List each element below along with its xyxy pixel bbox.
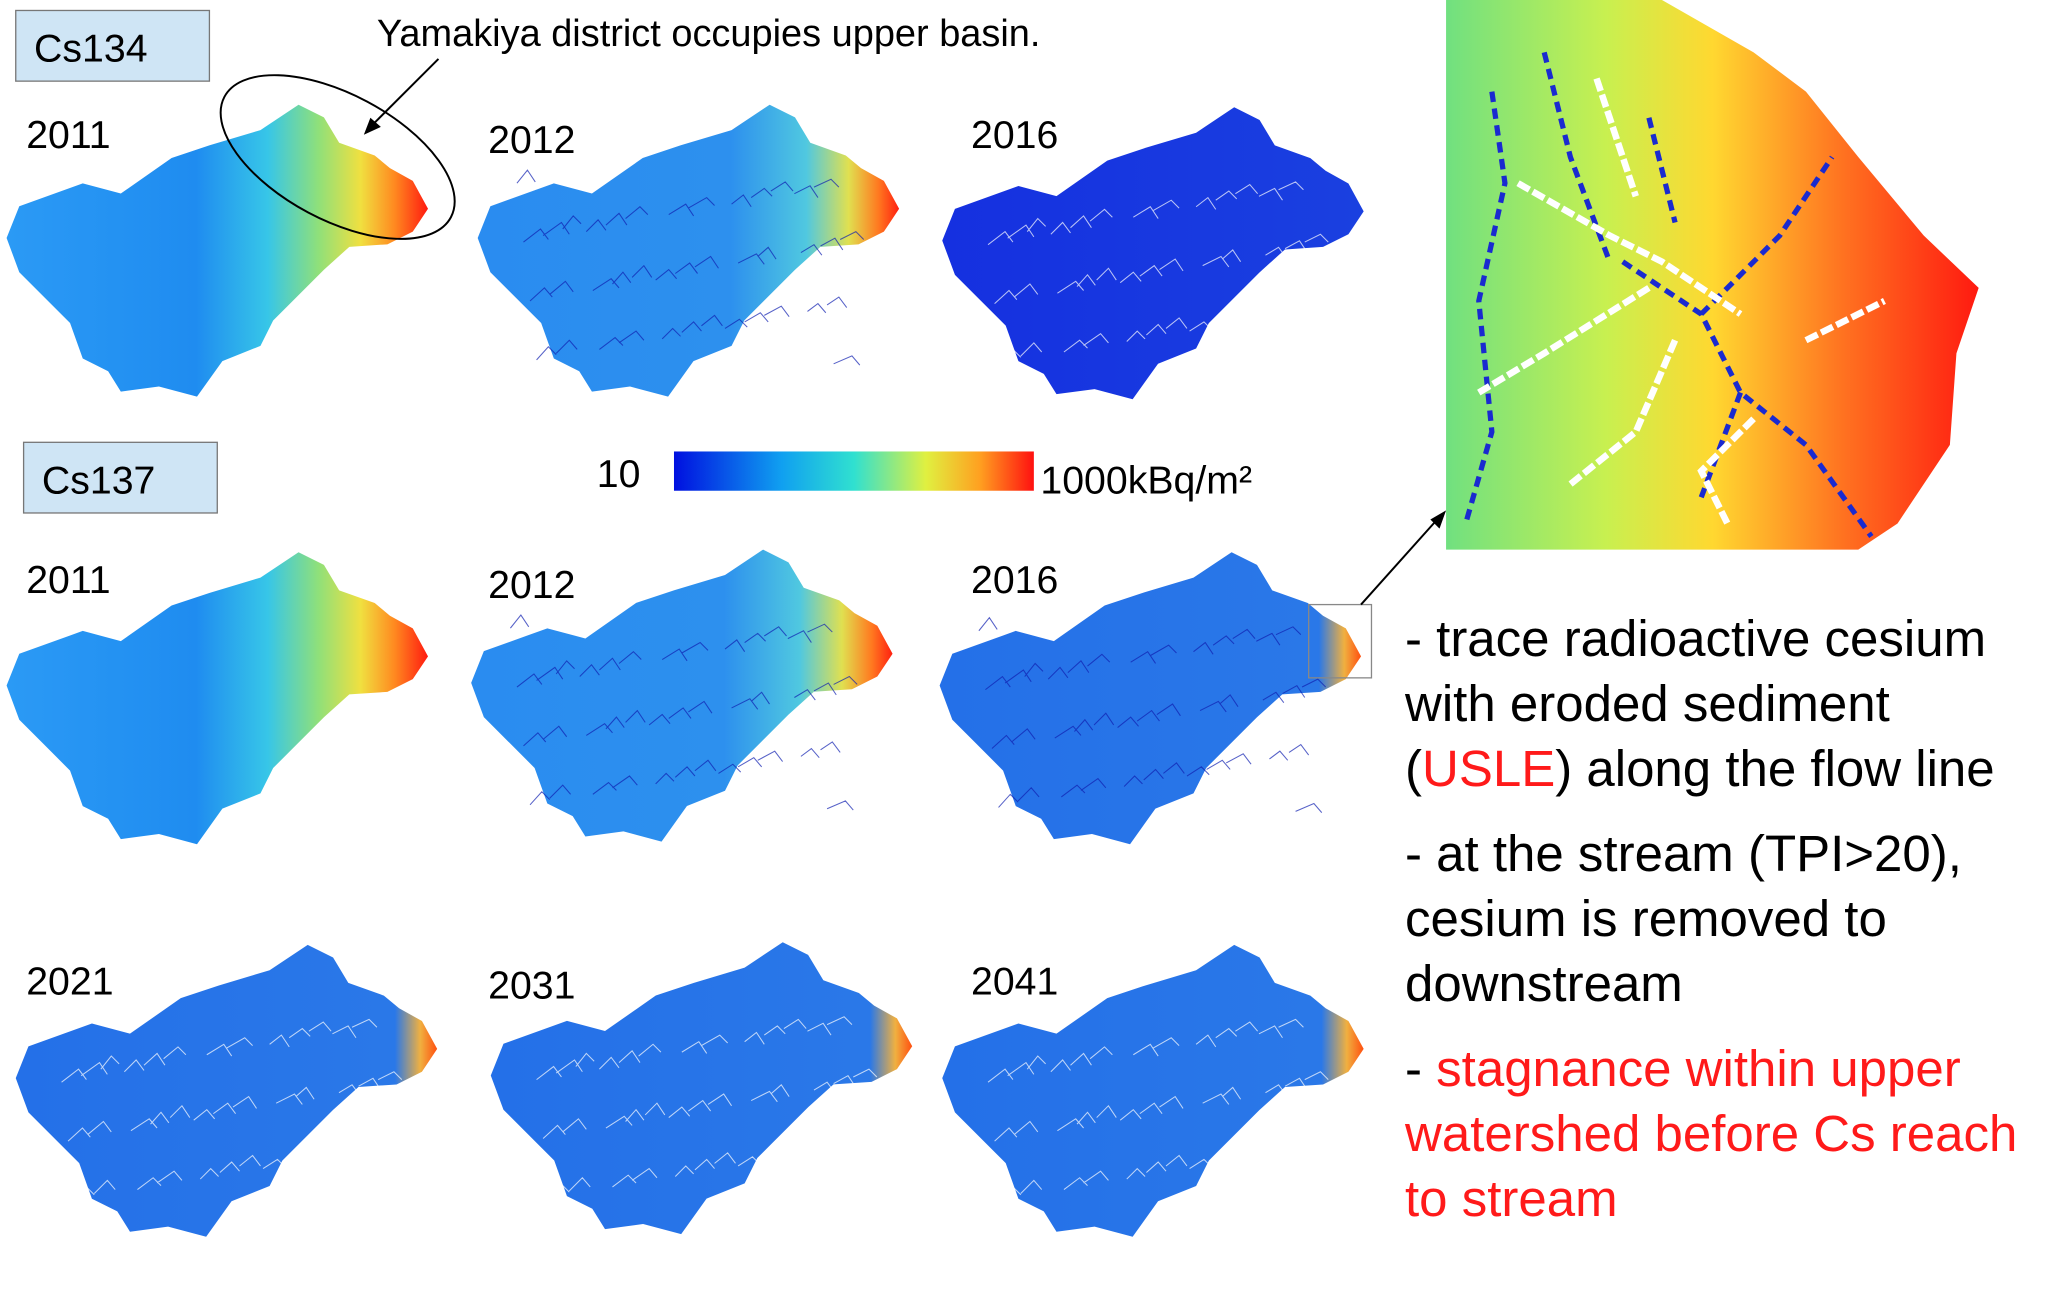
- year-label: 2016: [971, 558, 1058, 602]
- year-label: 2011: [26, 113, 110, 157]
- year-label: 2012: [488, 563, 575, 607]
- year-label: 2012: [488, 118, 575, 162]
- year-label: 2011: [26, 558, 110, 602]
- bullet: - trace radioactive cesium with eroded s…: [1405, 606, 2045, 801]
- bullet: - stagnance within upper watershed befor…: [1405, 1036, 2045, 1231]
- bullet-text: stagnance within upper watershed before …: [1405, 1040, 2017, 1227]
- zoom-arrow: [1361, 517, 1440, 605]
- page: Cs134 Cs137 Yamakiya district occupies u…: [0, 0, 2052, 1306]
- year-label: 2031: [488, 963, 575, 1007]
- annotation-arrow: [366, 59, 438, 131]
- bullet-text: ) along the flow line: [1555, 740, 1994, 797]
- cs134-label: Cs134: [34, 27, 147, 71]
- bullet-text: -: [1405, 1040, 1436, 1097]
- zoom-inset: [1446, 0, 1979, 550]
- cs137-label: Cs137: [42, 458, 155, 502]
- annotation: Yamakiya district occupies upper basin.: [377, 13, 1041, 55]
- year-label: 2021: [26, 960, 113, 1004]
- year-label: 2041: [971, 960, 1058, 1004]
- maps: 2011 2012 2016 2011 2012 2016 2021 2031 2041: [7, 105, 1364, 1237]
- colorbar-max: 1000kBq/m²: [1040, 458, 1252, 502]
- bullet-text: USLE: [1422, 740, 1555, 797]
- colorbar: [674, 451, 1034, 490]
- bullet: - at the stream (TPI>20), cesium is remo…: [1405, 821, 2045, 1016]
- year-label: 2016: [971, 113, 1058, 157]
- colorbar-min: 10: [597, 452, 641, 496]
- bullet-text: - at the stream (TPI>20), cesium is remo…: [1405, 825, 1962, 1012]
- bullet-list: - trace radioactive cesium with eroded s…: [1405, 606, 2045, 1251]
